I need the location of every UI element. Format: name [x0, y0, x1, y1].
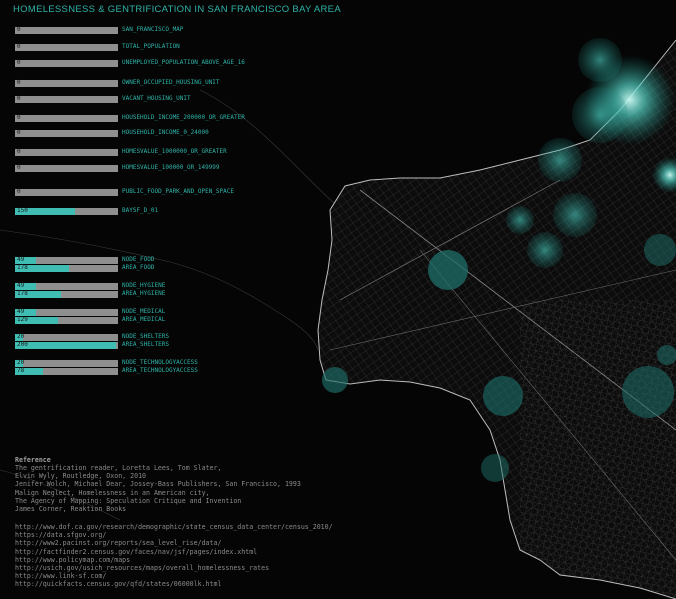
indicator-value: 0 [17, 129, 21, 136]
indicator-label: AREA_TECHNOLOGYACCESS [122, 367, 198, 374]
reference-line: Jenifer Wolch, Michael Dear, Jossey-Bass… [15, 480, 301, 489]
indicator-value: 178 [17, 264, 28, 271]
reference-line: The Agency of Mapping: Speculation Criti… [15, 496, 242, 505]
indicator-fill [15, 309, 36, 316]
indicator-label: NODE_SHELTERS [122, 333, 169, 340]
indicator-fill [15, 291, 61, 298]
shoreline [317, 39, 676, 599]
reference-line: The gentrification reader, Loretta Lees,… [15, 464, 222, 472]
indicator-label: HOMESVALUE_1000000_OR_GREATER [122, 148, 227, 155]
indicator-bar[interactable]: 20 [15, 333, 118, 341]
indicator-bar[interactable]: 0 [15, 129, 118, 137]
indicator-value: 0 [17, 59, 21, 66]
source-link[interactable]: https://data.sfgov.org/ [15, 531, 107, 540]
indicator-bar[interactable]: 200 [15, 341, 118, 349]
indicator-value: 20 [17, 333, 25, 340]
reference-heading: Reference [15, 456, 51, 464]
indicator-value: 20 [17, 359, 25, 366]
indicator-label: SAN_FRANCISCO_MAP [122, 26, 184, 33]
indicator-bar[interactable]: 0 [15, 26, 118, 34]
indicator-value: 0 [17, 43, 21, 50]
indicator-label: NODE_FOOD [122, 256, 155, 263]
indicator-bar[interactable]: 0 [15, 164, 118, 172]
indicator-bar[interactable]: 20 [15, 359, 118, 367]
indicator-bar[interactable]: 49 [15, 308, 118, 316]
indicator-value: 0 [17, 164, 21, 171]
indicator-fill [15, 334, 23, 341]
indicator-bar[interactable]: 49 [15, 282, 118, 290]
indicator-value: 150 [17, 207, 28, 214]
indicator-bar[interactable]: 150 [15, 207, 118, 215]
indicator-bar[interactable]: 129 [15, 316, 118, 324]
indicator-value: 129 [17, 316, 28, 323]
indicator-label: OWNER_OCCUPIED_HOUSING_UNIT [122, 79, 220, 86]
indicator-label: VACANT_HOUSING_UNIT [122, 95, 191, 102]
indicator-value: 78 [17, 367, 25, 374]
indicator-bar[interactable]: 0 [15, 79, 118, 87]
indicator-bar[interactable]: 0 [15, 114, 118, 122]
indicator-fill [15, 257, 36, 264]
indicator-bar[interactable]: 0 [15, 188, 118, 196]
indicator-fill [15, 360, 23, 367]
indicator-bar[interactable]: 0 [15, 95, 118, 103]
indicator-fill [15, 317, 58, 324]
source-link[interactable]: http://quickfacts.census.gov/qfd/states/… [15, 580, 222, 589]
indicator-label: NODE_MEDICAL [122, 308, 166, 315]
indicator-label: NODE_HYGIENE [122, 282, 166, 289]
indicator-fill [15, 342, 116, 349]
indicator-value: 200 [17, 341, 28, 348]
indicator-value: 0 [17, 148, 21, 155]
indicator-bar[interactable]: 78 [15, 367, 118, 375]
source-link[interactable]: http://factfinder2.census.gov/faces/nav/… [15, 547, 258, 556]
source-link[interactable]: http://www2.pacinst.org/reports/sea_leve… [15, 539, 222, 548]
indicator-label: BAYSF_D_01 [122, 207, 159, 214]
indicator-label: AREA_HYGIENE [122, 290, 166, 297]
source-link[interactable]: http://www.policymap.com/maps [15, 555, 131, 564]
reference-line: James Corner, Reaktion Books [15, 505, 127, 513]
indicator-bar[interactable]: 49 [15, 256, 118, 264]
coastline-lines [0, 89, 346, 521]
page-title: HOMELESSNESS & GENTRIFICATION IN SAN FRA… [13, 4, 341, 15]
indicator-fill [15, 265, 69, 272]
indicator-value: 49 [17, 256, 25, 263]
indicator-label: UNEMPLOYED_POPULATION_ABOVE_AGE_16 [122, 59, 245, 66]
source-link[interactable]: http://www.dof.ca.gov/research/demograph… [15, 523, 333, 531]
indicator-fill [15, 208, 75, 215]
indicator-label: AREA_MEDICAL [122, 316, 166, 323]
indicator-bar[interactable]: 0 [15, 148, 118, 156]
indicator-bar[interactable]: 0 [15, 43, 118, 51]
indicator-value: 0 [17, 188, 21, 195]
indicator-fill [15, 368, 43, 375]
indicator-fill [15, 283, 36, 290]
indicator-label: HOUSEHOLD_INCOME_200000_OR_GREATER [122, 114, 245, 121]
indicator-value: 178 [17, 290, 28, 297]
indicator-label: TOTAL_POPULATION [122, 43, 180, 50]
indicator-value: 49 [17, 308, 25, 315]
indicator-label: NODE_TECHNOLOGYACCESS [122, 359, 198, 366]
indicator-bar[interactable]: 178 [15, 264, 118, 272]
indicator-bar[interactable]: 178 [15, 290, 118, 298]
indicator-value: 0 [17, 114, 21, 121]
source-link[interactable]: http://usich.gov/usich_resources/maps/ov… [15, 564, 270, 572]
indicator-value: 49 [17, 282, 25, 289]
indicator-value: 0 [17, 26, 21, 33]
indicator-value: 0 [17, 79, 21, 86]
indicator-label: HOMESVALUE_100000_OR_149999 [122, 164, 220, 171]
reference-line: Malign Neglect, Homelessness in an Ameri… [15, 488, 210, 497]
indicator-label: HOUSEHOLD_INCOME_0_24000 [122, 129, 209, 136]
indicator-label: AREA_SHELTERS [122, 341, 169, 348]
indicator-value: 0 [17, 95, 21, 102]
source-link[interactable]: http://www.link-sf.com/ [15, 572, 107, 581]
density-circles [322, 38, 676, 482]
reference-line: Elvin Wyly, Routledge, Oxon, 2010 [15, 472, 147, 481]
indicator-label: PUBLIC_FOOD_PARK_AND_OPEN_SPACE [122, 188, 234, 195]
indicator-label: AREA_FOOD [122, 264, 155, 271]
indicator-bar[interactable]: 0 [15, 59, 118, 67]
